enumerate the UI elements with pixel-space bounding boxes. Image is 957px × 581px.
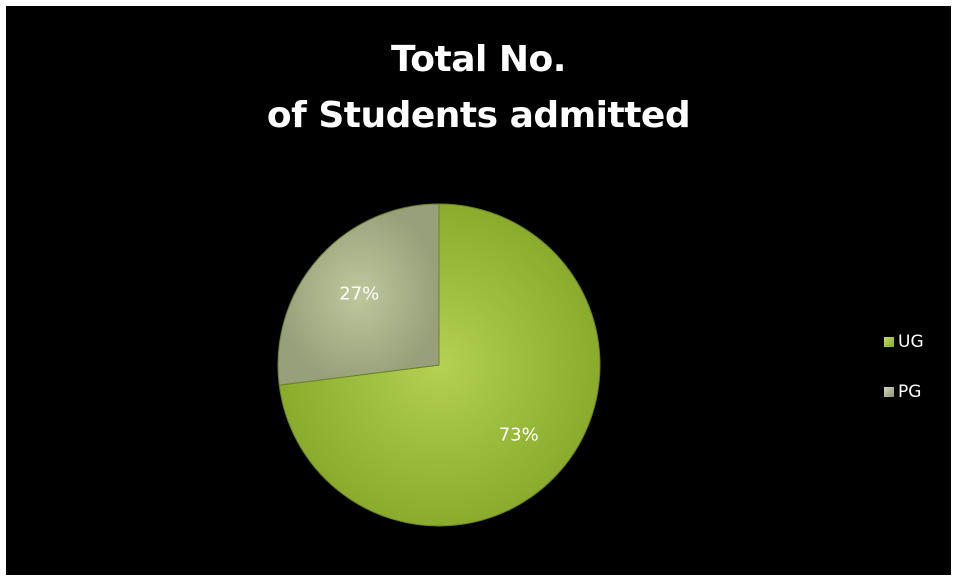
- legend: UG PG: [884, 329, 924, 429]
- pie-slice-pg: [277, 203, 440, 386]
- legend-label-pg: PG: [898, 382, 922, 402]
- legend-item-pg: PG: [884, 379, 924, 405]
- chart-title-line-2: of Students admitted: [266, 95, 691, 136]
- legend-item-ug: UG: [884, 329, 924, 355]
- legend-swatch-ug: [884, 337, 894, 347]
- pie-chart: 73% 27%: [277, 203, 601, 527]
- data-label-pg: 27%: [339, 284, 379, 305]
- pie-slice-ug: [278, 203, 601, 527]
- legend-label-ug: UG: [898, 332, 924, 352]
- data-label-ug: 73%: [499, 424, 539, 445]
- chart-area: Total No. of Students admitted 73% 27% UG…: [6, 6, 951, 575]
- legend-swatch-pg: [884, 387, 894, 397]
- chart-title-line-1: Total No.: [391, 39, 566, 80]
